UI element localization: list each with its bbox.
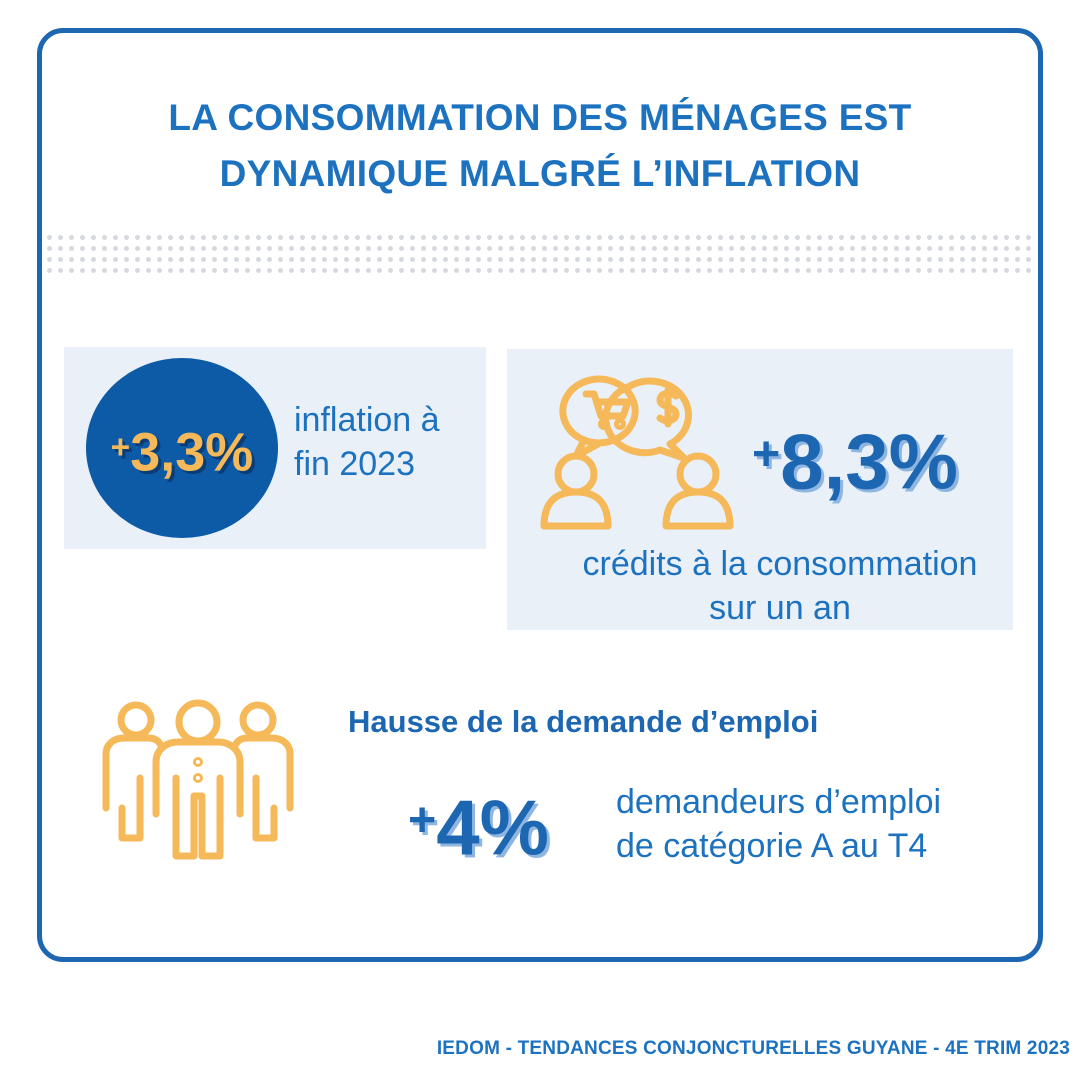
emploi-label-line-1: demandeurs d’emploi [616, 783, 942, 821]
emploi-label-line-2: de catégorie A au T4 [616, 827, 928, 865]
credit-value: +8,3% [752, 404, 958, 511]
inflation-label-line-2: fin 2023 [294, 445, 415, 483]
emploi-value: +4% [408, 770, 549, 877]
people-talking-cart-dollar-icon [540, 375, 734, 530]
inflation-label-line-1: inflation à [294, 401, 440, 439]
page-title: LA CONSOMMATION DES MÉNAGES EST DYNAMIQU… [60, 90, 1020, 202]
credit-label-line-1: crédits à la consommation [582, 545, 978, 583]
credit-label: crédits à la consommation sur un an [510, 542, 1050, 630]
inflation-number: 3,3% [130, 422, 254, 483]
emploi-sign: + [408, 793, 437, 847]
source-footer: IEDOM - TENDANCES CONJONCTURELLES GUYANE… [436, 1038, 1070, 1059]
title-line-2: DYNAMIQUE MALGRÉ L’INFLATION [219, 153, 861, 194]
inflation-value: +3,3% [86, 398, 278, 503]
group-of-people-icon [102, 699, 294, 860]
inflation-sign: + [110, 429, 131, 466]
credit-number: 8,3% [780, 417, 959, 506]
emploi-number: 4% [436, 783, 549, 872]
title-line-1: LA CONSOMMATION DES MÉNAGES EST [168, 97, 912, 138]
credit-label-line-2: sur un an [709, 589, 851, 627]
dotted-divider [44, 232, 1036, 276]
inflation-circle [86, 358, 278, 538]
emploi-label: demandeurs d’emploi de catégorie A au T4 [616, 780, 941, 868]
emploi-heading: Hausse de la demande d’emploi [348, 704, 819, 739]
inflation-label: inflation à fin 2023 [294, 398, 440, 486]
credit-sign: + [752, 427, 781, 481]
